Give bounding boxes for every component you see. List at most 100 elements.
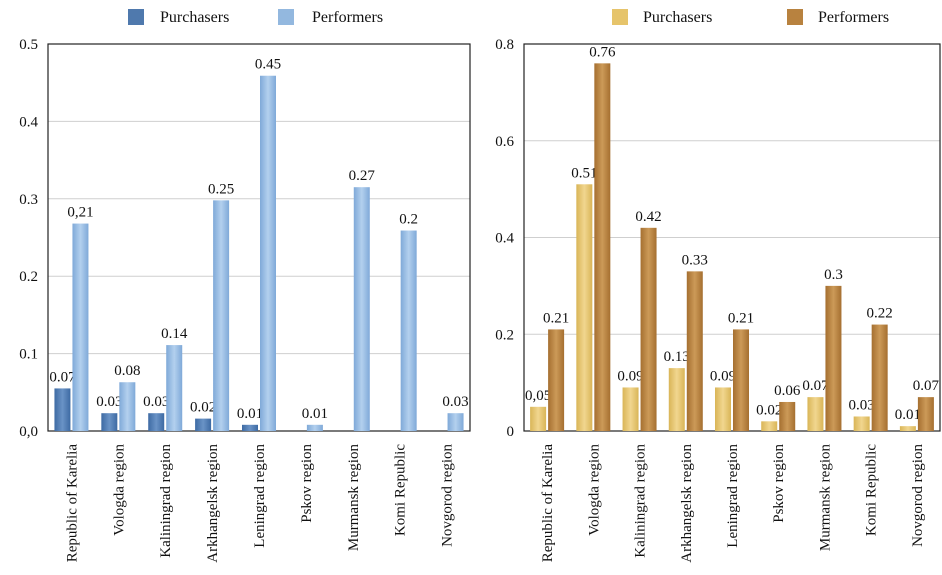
data-label: 0.03 — [849, 397, 875, 413]
x-tick-label: Murmansk region — [817, 444, 833, 552]
data-label: 0.06 — [774, 383, 801, 399]
bar-performers — [400, 230, 417, 431]
legend-swatch — [128, 9, 144, 25]
data-label: 0.01 — [302, 406, 328, 422]
plot-frame — [47, 43, 471, 432]
bar-purchasers — [242, 424, 258, 431]
x-tick-label: Kaliningrad region — [158, 444, 174, 558]
bar-purchasers — [54, 388, 71, 431]
bar-performers — [825, 285, 842, 431]
x-tick-label: Kaliningrad region — [633, 444, 649, 558]
legend-label: Purchasers — [160, 9, 229, 26]
y-tick-label: 0.2 — [19, 269, 38, 285]
data-label: 0.76 — [589, 44, 616, 60]
x-tick-label: Arkhangelsk region — [679, 444, 695, 563]
data-label: 0.21 — [728, 310, 754, 326]
chart-right: 0 0.2 0.4 0.6 0.8 0,05 0.21 Republic of Karelia… — [495, 9, 941, 563]
bar-performers — [447, 413, 464, 431]
data-label: 0.27 — [349, 168, 376, 184]
x-tick-label: Komi Republic — [864, 444, 880, 536]
bar-performers — [733, 329, 749, 431]
data-label: 0.01 — [895, 407, 921, 423]
bar-performers — [548, 329, 565, 431]
data-label: 0,21 — [67, 205, 93, 221]
data-label: 0.21 — [543, 310, 569, 326]
y-tick-label: 0.5 — [19, 37, 38, 53]
bar-purchasers — [807, 397, 824, 431]
bar-purchasers — [101, 413, 118, 431]
data-label: 0.01 — [237, 406, 263, 422]
data-label: 0.2 — [399, 212, 418, 228]
legend-swatch — [612, 9, 628, 25]
legend-label: Purchasers — [643, 9, 712, 26]
data-label: 0.25 — [208, 181, 234, 197]
legend-label: Performers — [312, 9, 383, 26]
y-tick-label: 0.8 — [495, 37, 514, 53]
bar-purchasers — [899, 426, 916, 431]
data-label: 0.3 — [824, 267, 843, 283]
bar-performers — [72, 223, 89, 431]
bar-performers — [213, 200, 230, 431]
bar-performers — [306, 424, 323, 431]
bar-performers — [166, 345, 183, 431]
data-label: 0.08 — [114, 363, 140, 379]
bar-performers — [353, 187, 370, 431]
x-tick-label: Republic of Karelia — [540, 444, 556, 563]
bar-purchasers — [715, 387, 731, 431]
data-label: 0.02 — [756, 402, 782, 418]
x-tick-label: Vologda region — [111, 444, 127, 536]
y-tick-label: 0.3 — [19, 192, 38, 208]
bar-performers — [917, 397, 934, 431]
plot-frame — [523, 43, 941, 432]
bar-performers — [119, 382, 136, 431]
legend-swatch — [278, 9, 294, 25]
bar-purchasers — [668, 368, 685, 431]
data-label: 0.02 — [190, 400, 216, 416]
legend-label: Performers — [818, 9, 889, 26]
y-tick-label: 0 — [507, 424, 515, 440]
data-label: 0.03 — [96, 394, 122, 410]
data-label: 0.03 — [442, 394, 468, 410]
y-tick-label: 0.4 — [495, 231, 514, 247]
bar-purchasers — [576, 184, 593, 431]
data-label: 0.45 — [255, 57, 281, 73]
data-label: 0.07 — [802, 378, 829, 394]
bar-purchasers — [761, 421, 778, 431]
x-tick-label: Komi Republic — [393, 444, 409, 536]
data-label: 0.14 — [161, 326, 188, 342]
x-tick-label: Republic of Karelia — [64, 444, 80, 563]
data-label: 0.09 — [617, 368, 643, 384]
bar-purchasers — [148, 413, 165, 431]
data-label: 0.09 — [710, 368, 736, 384]
x-tick-label: Arkhangelsk region — [205, 444, 221, 563]
x-tick-label: Pskov region — [771, 444, 787, 523]
bar-purchasers — [622, 387, 639, 431]
bar-purchasers — [195, 418, 212, 431]
data-label: 0.22 — [867, 306, 893, 322]
legend-swatch — [787, 9, 803, 25]
data-label: 0.07 — [49, 369, 76, 385]
x-tick-label: Novgorod region — [910, 444, 926, 547]
data-label: 0.42 — [635, 209, 661, 225]
y-tick-label: 0.1 — [19, 347, 38, 363]
x-tick-label: Vologda region — [586, 444, 602, 536]
x-tick-label: Novgorod region — [440, 444, 456, 547]
data-label: 0.03 — [143, 394, 169, 410]
y-tick-label: 0.4 — [19, 114, 38, 130]
bar-purchasers — [853, 416, 870, 431]
x-tick-label: Pskov region — [299, 444, 315, 523]
data-label: 0,05 — [525, 388, 551, 404]
x-tick-label: Murmansk region — [346, 444, 362, 552]
bar-performers — [594, 63, 611, 431]
data-label: 0.33 — [682, 252, 708, 268]
y-tick-label: 0.6 — [495, 134, 514, 150]
bar-performers — [686, 271, 703, 431]
bar-performers — [260, 75, 276, 431]
data-label: 0.13 — [664, 349, 690, 365]
bar-performers — [871, 324, 888, 431]
bar-purchasers — [530, 406, 547, 431]
bar-performers — [640, 227, 657, 431]
data-label: 0.07 — [913, 378, 940, 394]
x-tick-label: Leningrad region — [725, 444, 741, 548]
